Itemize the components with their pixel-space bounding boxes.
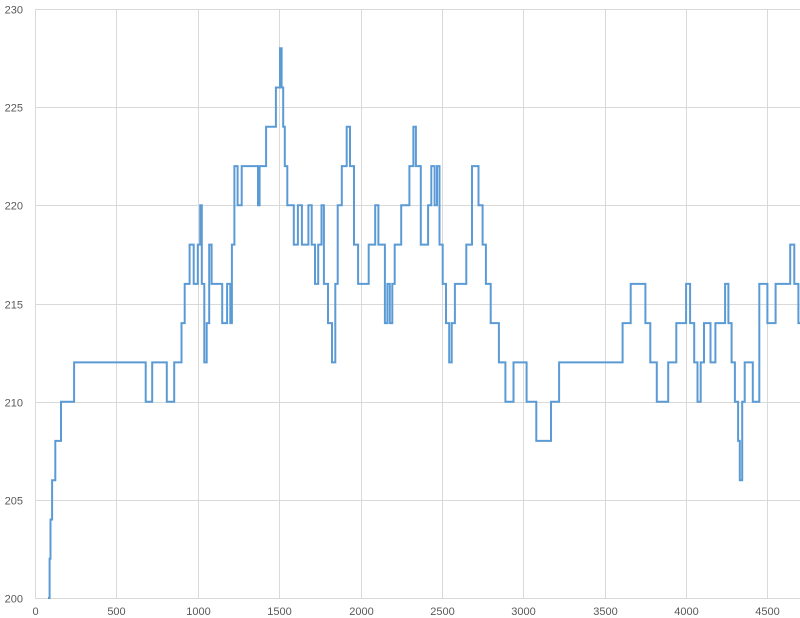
x-tick-label: 0 [32, 606, 38, 618]
y-tick-label: 200 [5, 594, 23, 606]
x-tick-label: 1000 [186, 606, 210, 618]
x-tick-label: 3000 [511, 606, 535, 618]
x-tick-label: 2500 [430, 606, 454, 618]
y-tick-label: 215 [5, 300, 23, 312]
x-axis-tick-labels: 0 500 1000 1500 2000 2500 3000 3500 4000 4500 [32, 606, 779, 618]
x-tick-label: 500 [107, 606, 125, 618]
y-tick-label: 230 [5, 5, 23, 17]
x-tick-label: 4000 [674, 606, 698, 618]
x-gridlines [35, 9, 768, 598]
x-tick-label: 2000 [349, 606, 373, 618]
x-tick-label: 3500 [593, 606, 617, 618]
y-axis-tick-labels: 200 205 210 215 220 225 230 [5, 5, 23, 606]
y-tick-label: 220 [5, 201, 23, 213]
y-gridlines [35, 9, 800, 599]
y-tick-label: 225 [5, 103, 23, 115]
data-series-line [48, 47, 800, 599]
x-tick-label: 1500 [267, 606, 291, 618]
y-tick-label: 205 [5, 496, 23, 508]
y-tick-label: 210 [5, 398, 23, 410]
x-tick-label: 4500 [755, 606, 779, 618]
